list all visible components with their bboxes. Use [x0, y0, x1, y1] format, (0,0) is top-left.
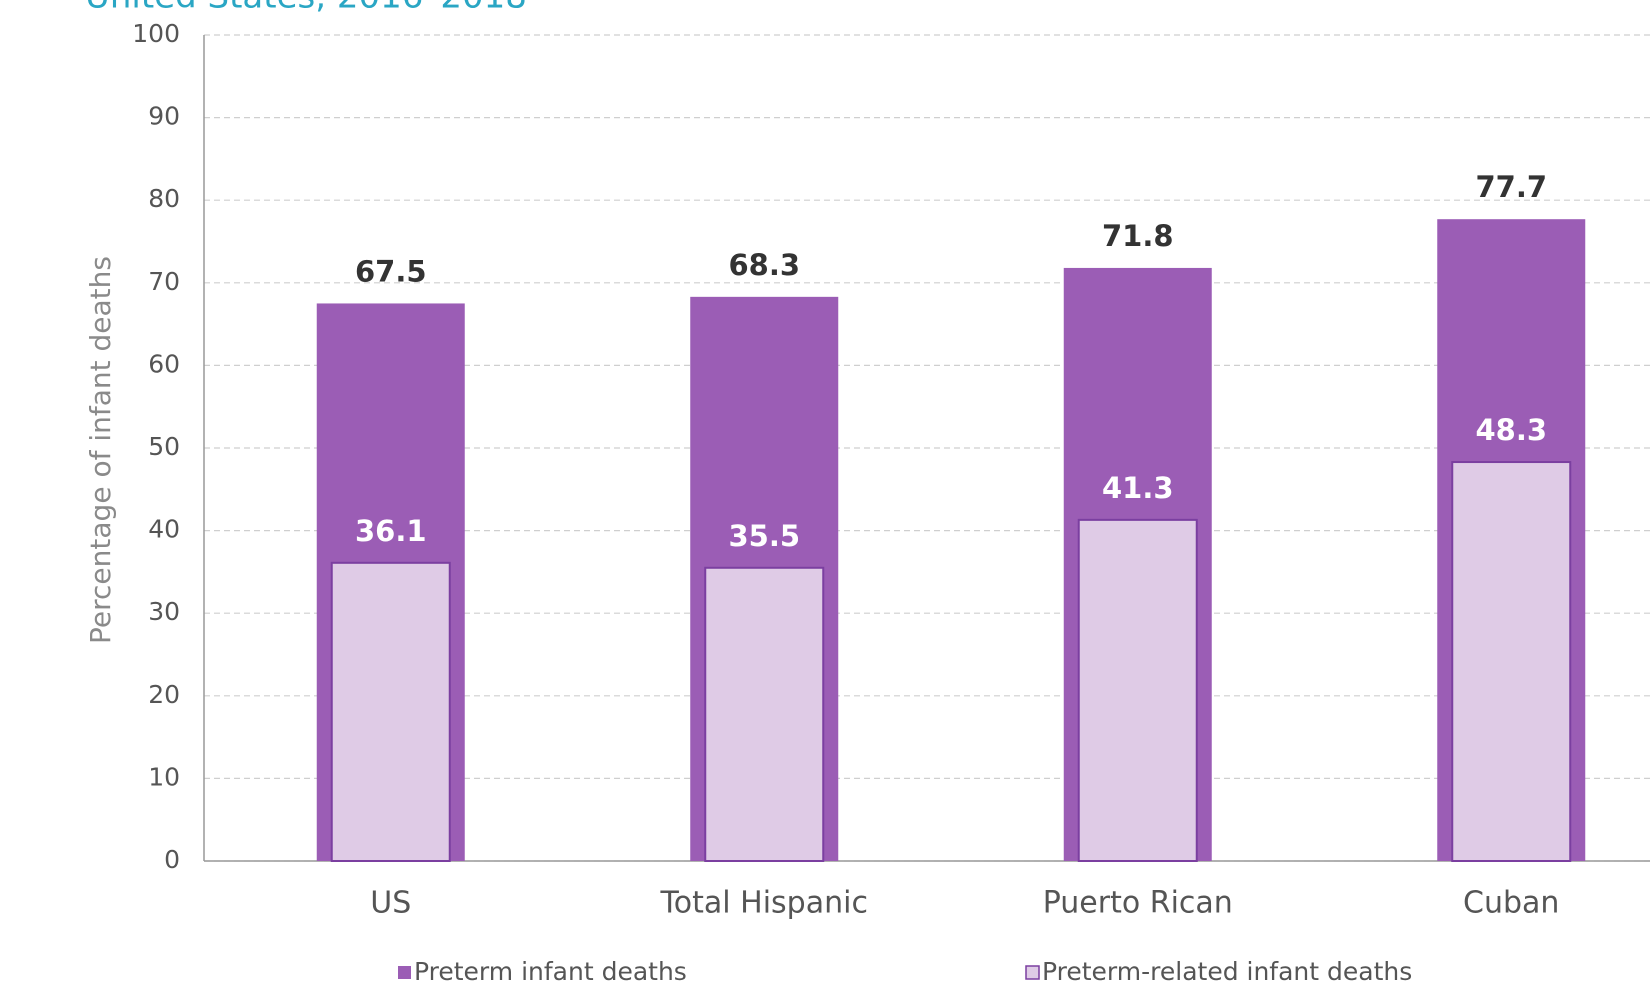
y-tick-label: 50 [148, 432, 180, 461]
value-label: 71.8 [1102, 219, 1174, 253]
x-tick-label: Total Hispanic [660, 886, 868, 921]
y-axis-label: Percentage of infant deaths [84, 256, 117, 644]
x-tick-label: US [370, 886, 411, 921]
value-label: 77.7 [1475, 170, 1547, 204]
value-label: 36.1 [355, 514, 427, 548]
value-label: 67.5 [355, 254, 427, 288]
y-tick-label: 0 [164, 845, 180, 874]
value-label: 35.5 [728, 519, 800, 553]
y-tick-label: 20 [148, 680, 180, 709]
y-tick-label: 30 [148, 597, 180, 626]
legend-label: Preterm infant deaths [414, 957, 687, 986]
chart-title: United States, 2016–2018 [85, 0, 527, 17]
legend-swatch [1025, 965, 1040, 980]
bar [1077, 518, 1198, 862]
y-tick-label: 80 [148, 184, 180, 213]
y-tick-label: 70 [148, 267, 180, 296]
value-label: 68.3 [728, 248, 800, 282]
y-tick-label: 10 [148, 762, 180, 791]
value-label: 41.3 [1102, 471, 1174, 505]
legend-label: Preterm-related infant deaths [1042, 957, 1412, 986]
y-tick-label: 100 [132, 19, 180, 48]
x-tick-label: Puerto Rican [1043, 886, 1233, 921]
bar [1451, 461, 1572, 862]
bar [704, 566, 825, 863]
x-tick-label: Cuban [1463, 886, 1559, 921]
y-tick-label: 60 [148, 349, 180, 378]
y-tick-label: 40 [148, 515, 180, 544]
value-label: 48.3 [1475, 413, 1547, 447]
bar [330, 561, 451, 863]
y-tick-label: 90 [148, 102, 180, 131]
legend-swatch [398, 966, 411, 979]
